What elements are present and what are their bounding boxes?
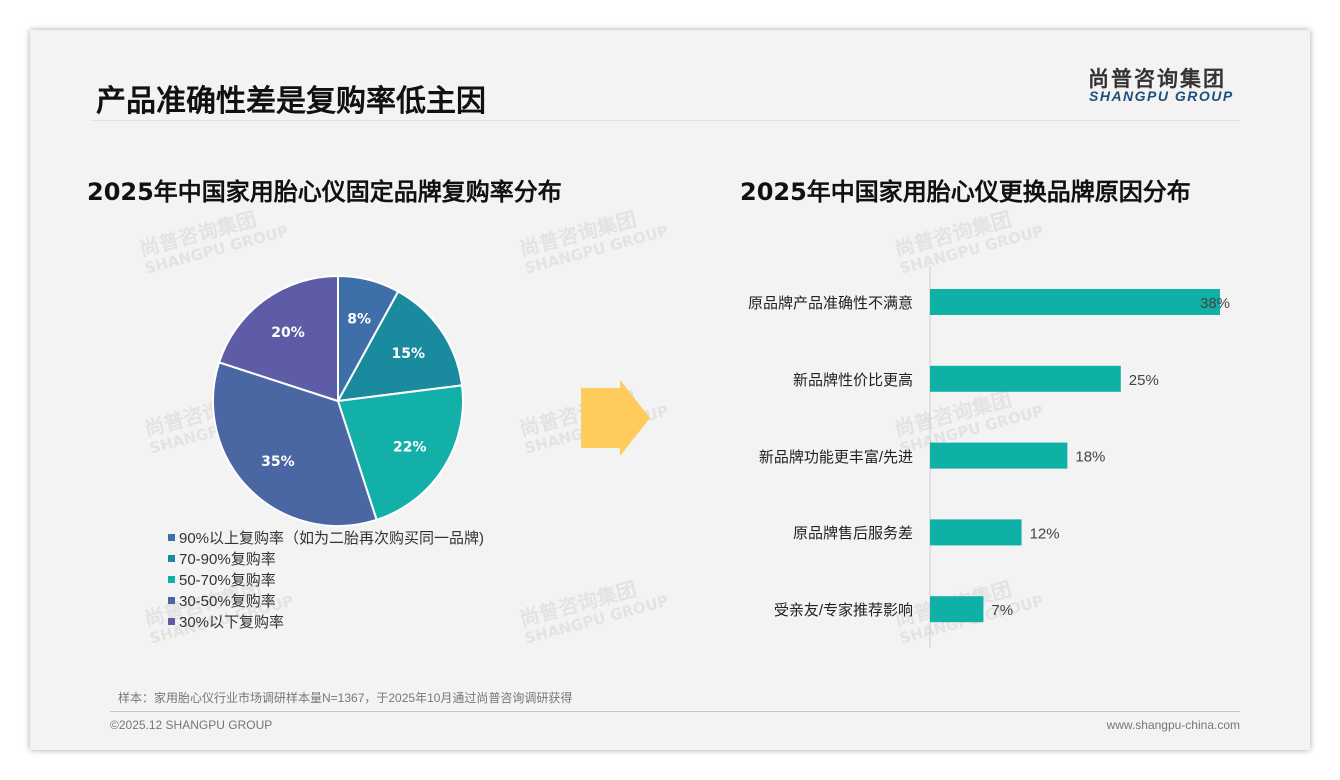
logo-en: SHANGPU GROUP — [1089, 88, 1234, 104]
bar-value-label: 18% — [1075, 449, 1105, 466]
pie-legend: 90%以上复购率（如为二胎再次购买同一品牌) 70-90%复购率 50-70%复购率… — [168, 528, 484, 633]
legend-label: 30%以下复购率 — [179, 614, 285, 631]
bar — [930, 289, 1220, 315]
pie-slice — [217, 274, 339, 403]
divider — [90, 120, 1240, 121]
pie-slice-label: 8% — [347, 312, 371, 328]
logo-cn: 尚普咨询集团 — [1088, 67, 1226, 91]
bar-category-label: 原品牌产品准确性不满意 — [747, 295, 913, 312]
pie-slice-label: 20% — [271, 325, 305, 341]
legend-swatch — [168, 576, 175, 583]
bar-value-label: 12% — [1030, 525, 1060, 542]
bar — [930, 442, 1068, 469]
bar-value-label: 25% — [1129, 372, 1159, 389]
pie-slice — [212, 361, 378, 527]
bar — [930, 365, 1121, 392]
legend-swatch — [168, 597, 175, 604]
bar-category-label: 原品牌售后服务差 — [792, 525, 913, 543]
slide: 产品准确性差是复购率低主因 尚普咨询集团 SHANGPU GROUP 尚普咨询集… — [30, 30, 1310, 750]
bar-value-label: 38% — [1200, 295, 1230, 312]
page-title: 产品准确性差是复购率低主因 — [96, 84, 486, 119]
bar-chart-title: 2025年中国家用胎心仪更换品牌原因分布 — [740, 178, 1191, 206]
website-link[interactable]: www.shangpu-china.com — [1106, 718, 1240, 732]
charts-svg: 8% 15% 22% 35% 20% 38% 25% 18% 12% 7% — [212, 266, 1230, 648]
legend-swatch — [168, 618, 175, 625]
pie-chart-title: 2025年中国家用胎心仪固定品牌复购率分布 — [87, 178, 562, 206]
arrow-icon — [581, 380, 650, 456]
bar-category-label: 新品牌功能更丰富/先进 — [758, 448, 913, 466]
pie-slice — [336, 290, 464, 403]
legend-swatch — [168, 534, 175, 541]
sample-note: 样本：家用胎心仪行业市场调研样本量N=1367，于2025年10月通过尚普咨询调… — [118, 691, 573, 705]
pie-slice-label: 22% — [393, 440, 427, 456]
pie-slice-label: 35% — [261, 454, 295, 470]
legend-item: 70-90%复购率 — [168, 549, 484, 570]
bar-category-label: 新品牌性价比更高 — [792, 371, 913, 389]
legend-label: 30-50%复购率 — [179, 593, 276, 610]
bar-category-label: 受亲友/专家推荐影响 — [773, 602, 913, 620]
legend-item: 90%以上复购率（如为二胎再次购买同一品牌) — [168, 528, 484, 549]
legend-item: 30-50%复购率 — [168, 591, 484, 612]
legend-item: 30%以下复购率 — [168, 612, 484, 633]
legend-label: 50-70%复购率 — [179, 572, 276, 589]
pie-slice — [336, 384, 464, 522]
bar-value-label: 7% — [991, 602, 1013, 619]
bar — [930, 519, 1022, 546]
copyright: ©2025.12 SHANGPU GROUP — [110, 718, 273, 732]
legend-label: 90%以上复购率（如为二胎再次购买同一品牌) — [179, 530, 485, 547]
pie-slice-label: 15% — [392, 346, 426, 362]
legend-swatch — [168, 555, 175, 562]
bar — [930, 596, 984, 623]
legend-item: 50-70%复购率 — [168, 570, 484, 591]
legend-label: 70-90%复购率 — [179, 551, 276, 568]
footer-divider — [110, 711, 1240, 712]
